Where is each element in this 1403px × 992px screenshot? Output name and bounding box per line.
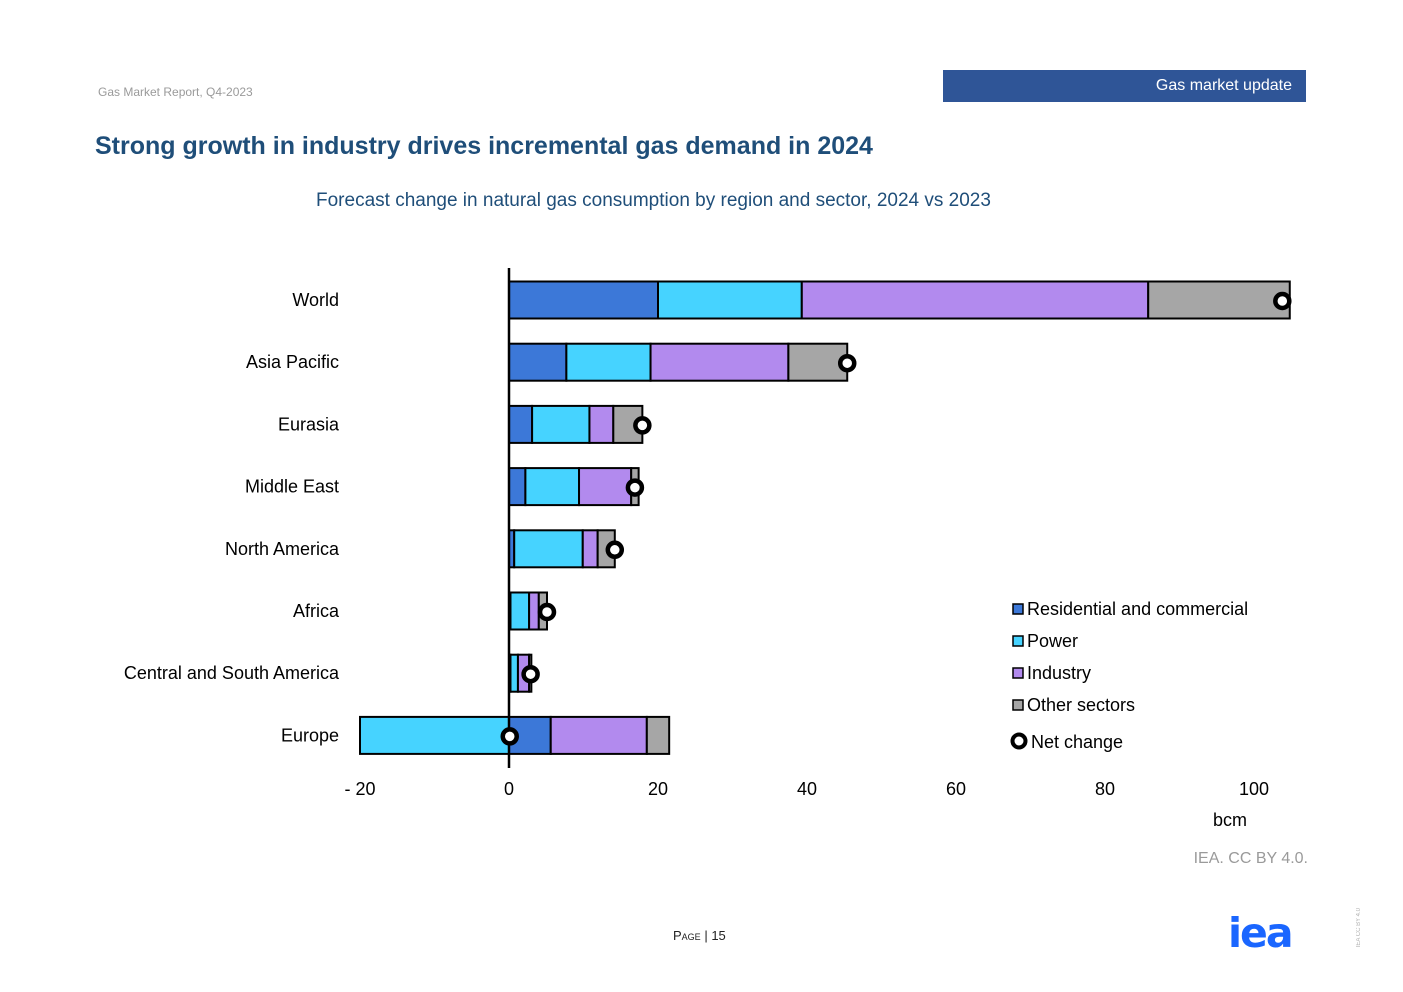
- bar-north-america-power: [513, 529, 584, 569]
- bar-eurasia-residential-and-commercial: [508, 404, 534, 444]
- bar-middle-east-residential-and-commercial: [508, 467, 527, 507]
- category-label: North America: [225, 539, 340, 559]
- bar-central-and-south-america-power: [509, 653, 519, 693]
- section-band: Gas market update: [943, 70, 1306, 102]
- category-label: Eurasia: [278, 414, 340, 434]
- bar-asia-pacific-power: [565, 342, 652, 382]
- bar-europe-power: [359, 715, 510, 755]
- legend-label: Power: [1027, 631, 1078, 651]
- source-note: IEA. CC BY 4.0.: [1193, 850, 1308, 867]
- net-change-marker-africa: [537, 602, 557, 622]
- bar-world-industry: [800, 280, 1150, 320]
- legend-swatch-other-sectors: [1012, 699, 1024, 711]
- net-change-marker-north-america: [605, 540, 625, 560]
- bar-north-america-industry: [581, 529, 599, 569]
- legend-label: Other sectors: [1027, 695, 1135, 715]
- category-label: Middle East: [245, 477, 339, 497]
- x-tick-label: - 20: [344, 779, 375, 799]
- bar-world-other-sectors: [1147, 280, 1291, 320]
- legend-swatch-power: [1012, 635, 1024, 647]
- x-tick-label: 20: [648, 779, 668, 799]
- net-change-marker-europe: [500, 727, 519, 746]
- side-license: IEA CC BY 4.0: [1356, 908, 1362, 948]
- bar-africa-industry: [528, 591, 540, 631]
- section-label: Gas market update: [1155, 77, 1292, 94]
- bar-world-power: [657, 280, 803, 320]
- bar-eurasia-industry: [588, 404, 615, 444]
- category-label: Asia Pacific: [246, 352, 339, 372]
- legend-swatch-industry: [1012, 667, 1024, 679]
- page-separator: |: [704, 928, 708, 943]
- legend-swatch-residential-and-commercial: [1012, 603, 1024, 615]
- legend-label: Industry: [1027, 663, 1091, 683]
- category-label: Europe: [281, 725, 339, 745]
- bar-world-residential-and-commercial: [508, 280, 659, 320]
- report-name: Gas Market Report, Q4-2023: [98, 85, 253, 99]
- bar-europe-industry: [549, 715, 648, 755]
- category-label: Central and South America: [124, 663, 340, 683]
- x-tick-label: 80: [1095, 779, 1115, 799]
- page-label: Page: [673, 928, 701, 943]
- net-change-marker-world: [1273, 291, 1292, 311]
- page-number: Page | 15: [673, 928, 726, 943]
- legend-label: Residential and commercial: [1027, 599, 1248, 619]
- bar-asia-pacific-industry: [649, 342, 790, 382]
- page-value: 15: [711, 928, 726, 943]
- net-change-marker-eurasia: [633, 416, 652, 435]
- x-axis-label: bcm: [1213, 810, 1247, 830]
- bar-asia-pacific-other-sectors: [787, 342, 849, 382]
- x-tick-label: 60: [946, 779, 966, 799]
- bar-asia-pacific-residential-and-commercial: [508, 342, 568, 382]
- category-label: Africa: [293, 601, 340, 621]
- legend-net-change-marker: [1010, 732, 1028, 750]
- bar-eurasia-power: [531, 404, 591, 444]
- page-title: Strong growth in industry drives increme…: [95, 132, 873, 160]
- x-tick-label: 40: [797, 779, 817, 799]
- category-label: World: [292, 290, 339, 310]
- legend-label: Net change: [1031, 732, 1123, 752]
- bar-europe-other-sectors: [645, 715, 671, 755]
- net-change-marker-asia-pacific: [837, 353, 857, 373]
- bar-middle-east-power: [524, 467, 581, 507]
- net-change-marker-central-and-south-america: [521, 664, 540, 684]
- chart-title: Forecast change in natural gas consumpti…: [316, 190, 991, 211]
- x-tick-label: 0: [504, 779, 514, 799]
- bar-middle-east-industry: [578, 467, 633, 507]
- bar-africa-power: [509, 591, 531, 631]
- net-change-marker-middle-east: [625, 478, 645, 497]
- iea-logo: iea: [1228, 909, 1294, 957]
- x-tick-label: 100: [1239, 779, 1269, 799]
